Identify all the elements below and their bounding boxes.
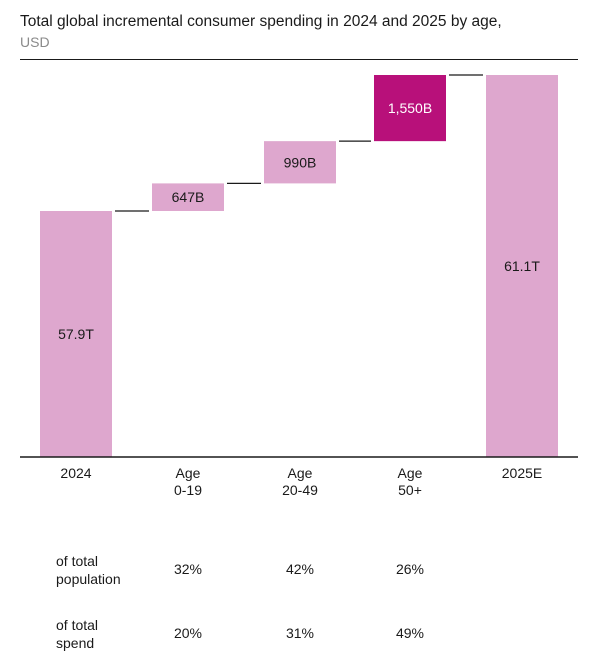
bar-c019 <box>152 183 224 211</box>
data-label-c2025: 61.1T <box>504 258 540 274</box>
chart-title: Total global incremental consumer spendi… <box>20 13 502 30</box>
x-tick-label-c019: Age 0-19 <box>174 465 202 498</box>
bar-c2049 <box>264 141 336 184</box>
data-label-c50: 1,550B <box>388 100 432 116</box>
bar-c2024 <box>40 211 112 457</box>
data-label-c2049: 990B <box>284 154 317 170</box>
chart-subtitle: USD <box>20 34 50 50</box>
x-tick-label-c2025: 2025E <box>502 465 542 481</box>
bar-c2025 <box>486 75 558 457</box>
x-tick-label-c2049: Age 20-49 <box>282 465 318 498</box>
data-label-c2024: 57.9T <box>58 326 94 342</box>
top-rule <box>20 59 578 60</box>
x-tick-label-c50: Age 50+ <box>398 465 423 498</box>
data-label-c019: 647B <box>172 189 205 205</box>
bar-c50 <box>374 75 446 142</box>
x-tick-label-c2024: 2024 <box>60 465 91 481</box>
